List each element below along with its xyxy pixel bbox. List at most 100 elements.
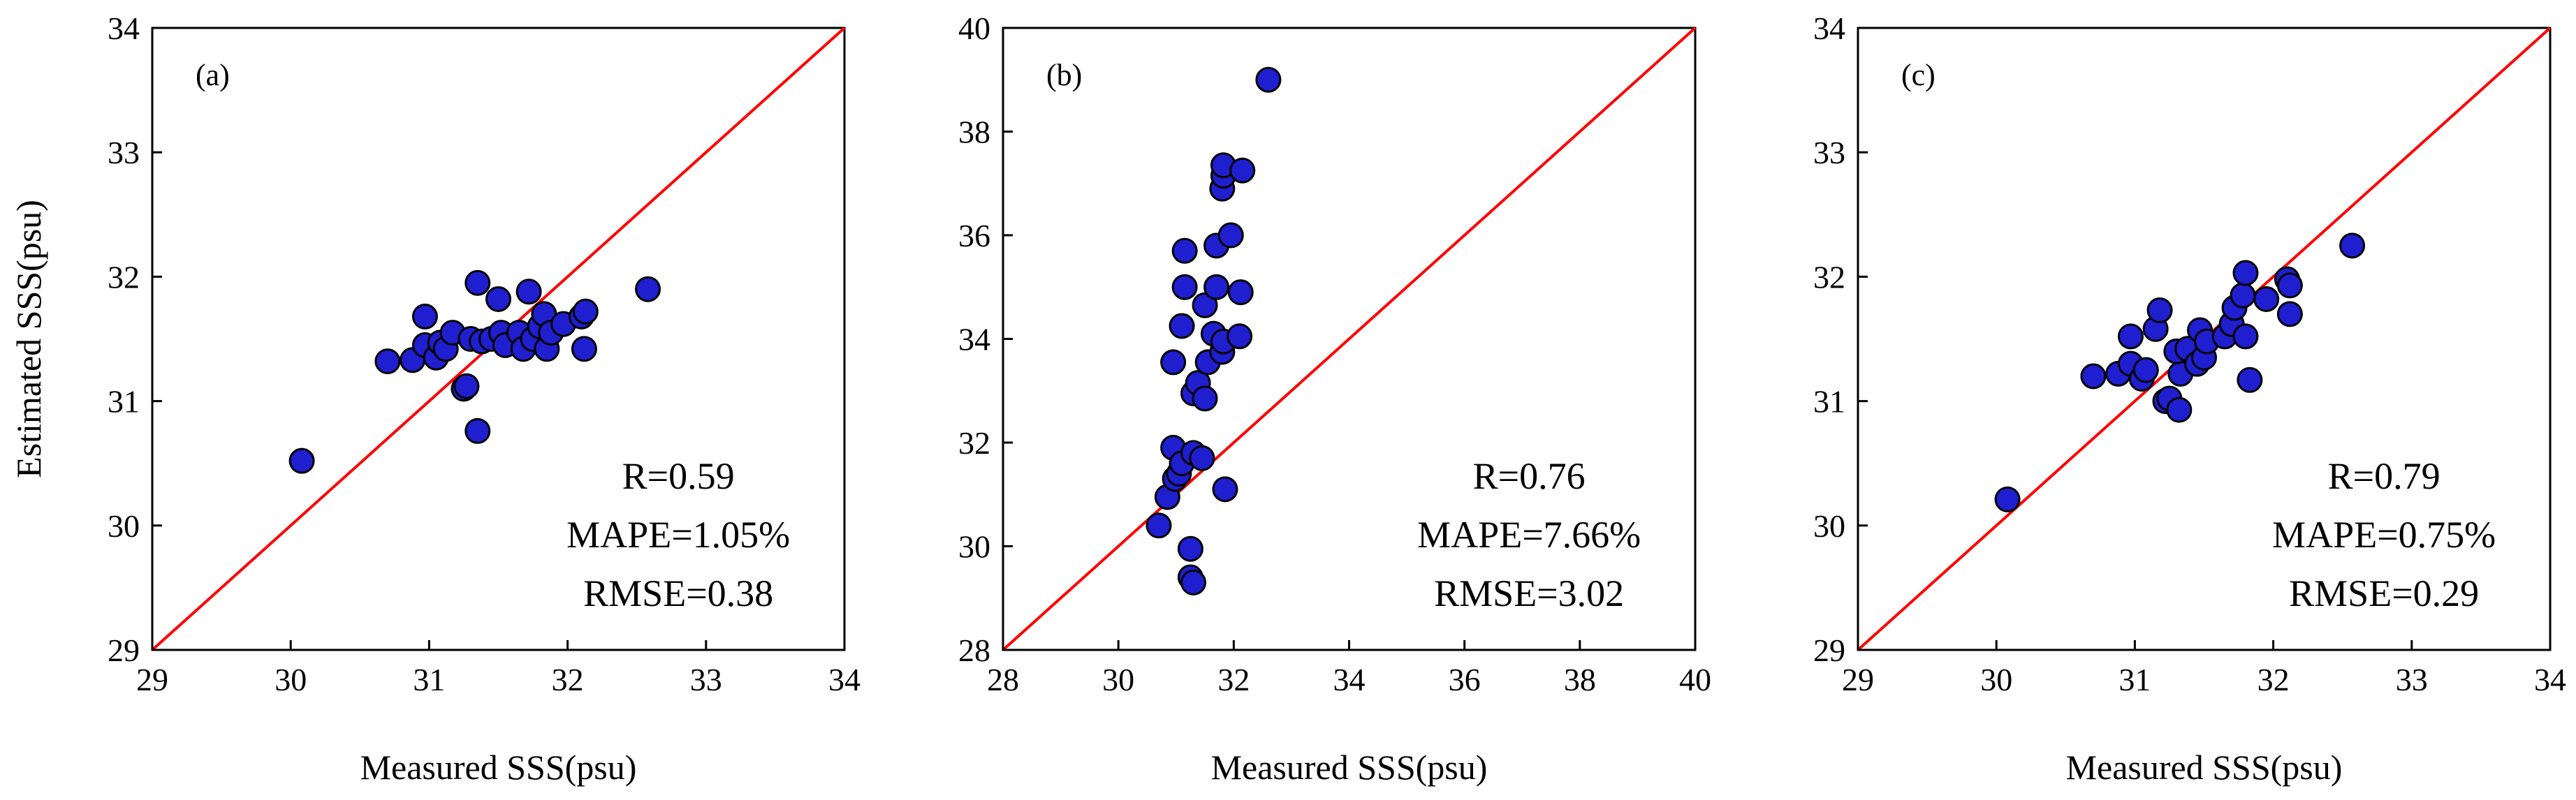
data-point [2146,297,2173,324]
data-point [411,303,438,329]
data-point [2237,366,2263,393]
data-point [2339,232,2366,259]
data-point [572,298,599,325]
x-tick-label: 38 [1564,662,1596,697]
x-tick-label: 31 [2118,662,2151,697]
data-point [2232,260,2259,286]
data-point [2230,282,2256,309]
data-point [635,276,661,302]
data-point [2276,272,2303,299]
y-tick-label: 38 [958,114,990,150]
data-point [288,447,315,474]
y-tick-label: 28 [958,632,990,668]
data-point [1171,237,1198,264]
data-point [1192,292,1218,318]
stat-rmse: RMSE=0.29 [2289,572,2479,614]
data-point [374,348,401,375]
data-point [2276,301,2303,327]
y-tick-label: 29 [108,632,140,668]
x-axis-label: Measured SSS(psu) [2066,748,2343,787]
y-tick-label: 36 [958,218,990,253]
data-point [1227,323,1253,350]
data-point [2232,323,2259,350]
data-point [2166,397,2193,423]
x-tick-label: 30 [1102,662,1134,697]
stat-rmse: RMSE=3.02 [1434,572,1624,614]
data-point [1994,486,2021,512]
stat-rmse: RMSE=0.38 [583,572,773,614]
stat-r: R=0.59 [622,455,735,497]
x-tick-label: 34 [828,662,861,697]
panel-label: (c) [1901,58,1935,92]
data-point [1189,445,1215,471]
y-tick-label: 31 [1813,384,1845,420]
y-tick-label: 30 [108,508,140,544]
x-tick-label: 32 [1217,662,1250,697]
x-tick-label: 34 [1333,662,1366,697]
data-point [1169,313,1195,339]
x-tick-label: 34 [2534,662,2566,697]
data-point [571,336,597,362]
stat-mape: MAPE=1.05% [566,514,790,556]
one-to-one-line [1002,27,1697,651]
x-tick-label: 36 [1449,662,1481,697]
data-point [1217,222,1244,249]
data-point [1160,349,1187,376]
x-tick-label: 33 [2396,662,2428,697]
data-point [485,286,511,312]
y-tick-label: 34 [958,322,990,357]
data-point [1203,274,1230,300]
stat-r: R=0.76 [1473,455,1586,497]
data-point [1227,279,1254,306]
y-tick-label: 30 [1813,508,1845,544]
x-tick-label: 32 [552,662,584,697]
x-tick-label: 32 [2257,662,2290,697]
y-tick-label: 32 [1813,259,1845,295]
data-point [1171,274,1198,300]
data-point [453,373,480,399]
data-point [464,269,491,296]
panel-b: 28 30 32 34 36 38 40 28 30 32 34 36 38 40 Measured SSS… [958,10,1711,787]
x-axis-label: Measured SSS(psu) [1211,748,1488,787]
y-tick-label: 32 [108,259,140,295]
panel-c: 29 30 31 32 33 34 29 30 31 32 33 34 Measured SSS(psu… [1813,10,2566,787]
stat-r: R=0.79 [2328,455,2440,497]
x-tick-label: 30 [1980,662,2012,697]
y-tick-label: 33 [108,135,140,170]
plot-frame [151,27,846,651]
data-point [1180,569,1207,595]
panel-label: (a) [196,58,230,92]
plot-frame [1857,27,2552,651]
y-tick-label: 29 [1813,632,1845,668]
panel-a: 29 30 31 32 33 34 29 30 31 32 33 34 Measured SSS(psu… [9,10,861,787]
data-point [2253,286,2280,312]
x-tick-label: 29 [1842,662,1874,697]
data-point [464,417,491,444]
data-point [1192,385,1218,412]
x-tick-label: 40 [1679,662,1711,697]
y-tick-label: 30 [958,529,990,565]
data-point [2117,323,2144,350]
y-tick-label: 32 [958,425,990,461]
data-point [1177,535,1203,562]
x-tick-label: 31 [413,662,445,697]
y-axis-label: Estimated SSS(psu) [9,200,48,478]
y-tick-label: 33 [1813,135,1845,170]
x-tick-label: 30 [275,662,307,697]
y-tick-label: 34 [108,10,140,46]
data-point [515,279,542,305]
y-tick-label: 40 [958,10,990,46]
x-tick-label: 29 [136,662,168,697]
stat-mape: MAPE=0.75% [2272,514,2496,556]
data-point [1229,157,1256,184]
y-tick-label: 34 [1813,10,1845,46]
y-tick-label: 31 [108,384,140,420]
stat-mape: MAPE=7.66% [1417,514,1641,556]
data-point [2080,363,2107,390]
data-point [1212,476,1238,503]
x-tick-label: 33 [690,662,722,697]
data-point [1255,66,1282,93]
x-tick-label: 28 [987,662,1019,697]
data-point [1146,512,1172,539]
